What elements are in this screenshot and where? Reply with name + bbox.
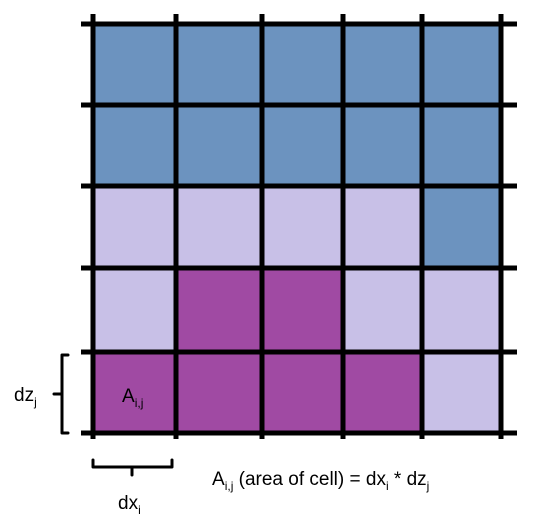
grid-cell-r4-c1 <box>93 268 176 352</box>
grid-cell-r5-c4 <box>343 352 422 433</box>
cell-area-label: Ai,j <box>122 386 143 409</box>
formula-dx-subscript: i <box>385 479 389 493</box>
grid-cell-r3-c3 <box>262 186 343 268</box>
grid-cell-r1-c2 <box>176 24 262 105</box>
grid-cell-r5-c5 <box>422 352 501 433</box>
formula-times: * <box>388 469 407 490</box>
grid-cell-r2-c4 <box>343 105 422 186</box>
grid-cell-r2-c5 <box>422 105 501 186</box>
dz-bracket <box>52 353 70 435</box>
grid-cell-r3-c5 <box>422 186 501 268</box>
formula-a-base: A <box>212 469 225 490</box>
grid-cell-r1-c4 <box>343 24 422 105</box>
grid-lines <box>81 14 517 439</box>
grid-cell-r3-c2 <box>176 186 262 268</box>
grid-cell-r2-c3 <box>262 105 343 186</box>
grid-cell-r2-c2 <box>176 105 262 186</box>
formula-dz-base: dz <box>406 469 427 490</box>
dz-label: dzj <box>14 385 37 408</box>
cell-area-base: A <box>122 386 135 407</box>
grid-cell-r5-c1 <box>93 352 176 433</box>
formula-middle-text: (area of cell) = <box>233 469 366 490</box>
grid-cell-r3-c4 <box>343 186 422 268</box>
dx-label: dxi <box>118 493 141 516</box>
grid-cell-r4-c5 <box>422 268 501 352</box>
grid-cell-r4-c4 <box>343 268 422 352</box>
dx-subscript: i <box>138 503 141 517</box>
grid-cell-r2-c1 <box>93 105 176 186</box>
grid-cell-r4-c2 <box>176 268 262 352</box>
cell-area-subscript: i,j <box>134 396 144 410</box>
formula-dz-subscript: j <box>426 479 430 493</box>
area-formula: Ai,j (area of cell) = dxi * dzj <box>212 469 429 492</box>
dz-base: dz <box>14 385 35 406</box>
dx-bracket <box>91 458 174 477</box>
dx-base: dx <box>118 493 139 514</box>
grid-cell-r1-c5 <box>422 24 501 105</box>
formula-dx-base: dx <box>365 469 386 490</box>
grid-cell-r1-c1 <box>93 24 176 105</box>
formula-a-subscript: i,j <box>224 479 234 493</box>
grid-cell-r5-c2 <box>176 352 262 433</box>
grid-cells <box>93 24 501 433</box>
grid-cell-r3-c1 <box>93 186 176 268</box>
grid-cell-r4-c3 <box>262 268 343 352</box>
grid-cell-r5-c3 <box>262 352 343 433</box>
grid-cell-r1-c3 <box>262 24 343 105</box>
dz-subscript: j <box>34 395 37 409</box>
